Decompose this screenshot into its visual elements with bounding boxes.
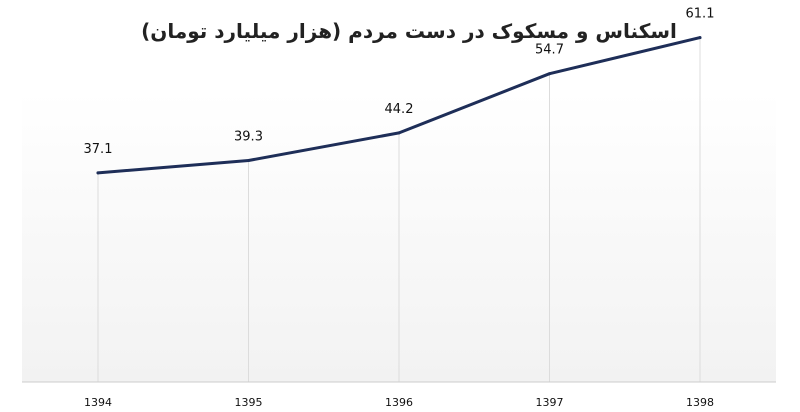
data-point-1394 — [96, 171, 100, 175]
x-tick-labels: 1394 1395 1396 1397 1398 — [84, 396, 714, 409]
data-labels: 37.1 39.3 44.2 54.7 61.1 — [84, 7, 715, 157]
data-label-1397: 54.7 — [535, 43, 564, 58]
data-label-1395: 39.3 — [234, 129, 263, 144]
grid-lines — [97, 37, 701, 382]
data-label-1396: 44.2 — [385, 102, 414, 117]
data-point-1398 — [698, 36, 702, 40]
x-tick-1398: 1398 — [686, 396, 714, 409]
data-point-1395 — [247, 158, 250, 162]
x-tick-1396: 1396 — [385, 396, 413, 409]
data-label-1398: 61.1 — [686, 7, 715, 22]
chart-title: اسکناس و مسکوک در دست مردم (هزار میلیارد… — [141, 19, 677, 43]
data-label-1394: 37.1 — [84, 142, 113, 157]
series-layer — [96, 36, 702, 175]
x-tick-1397: 1397 — [536, 396, 564, 409]
x-tick-1395: 1395 — [235, 396, 263, 409]
data-point-1397 — [548, 72, 551, 76]
data-point-1396 — [397, 131, 401, 135]
x-tick-1394: 1394 — [84, 396, 112, 409]
